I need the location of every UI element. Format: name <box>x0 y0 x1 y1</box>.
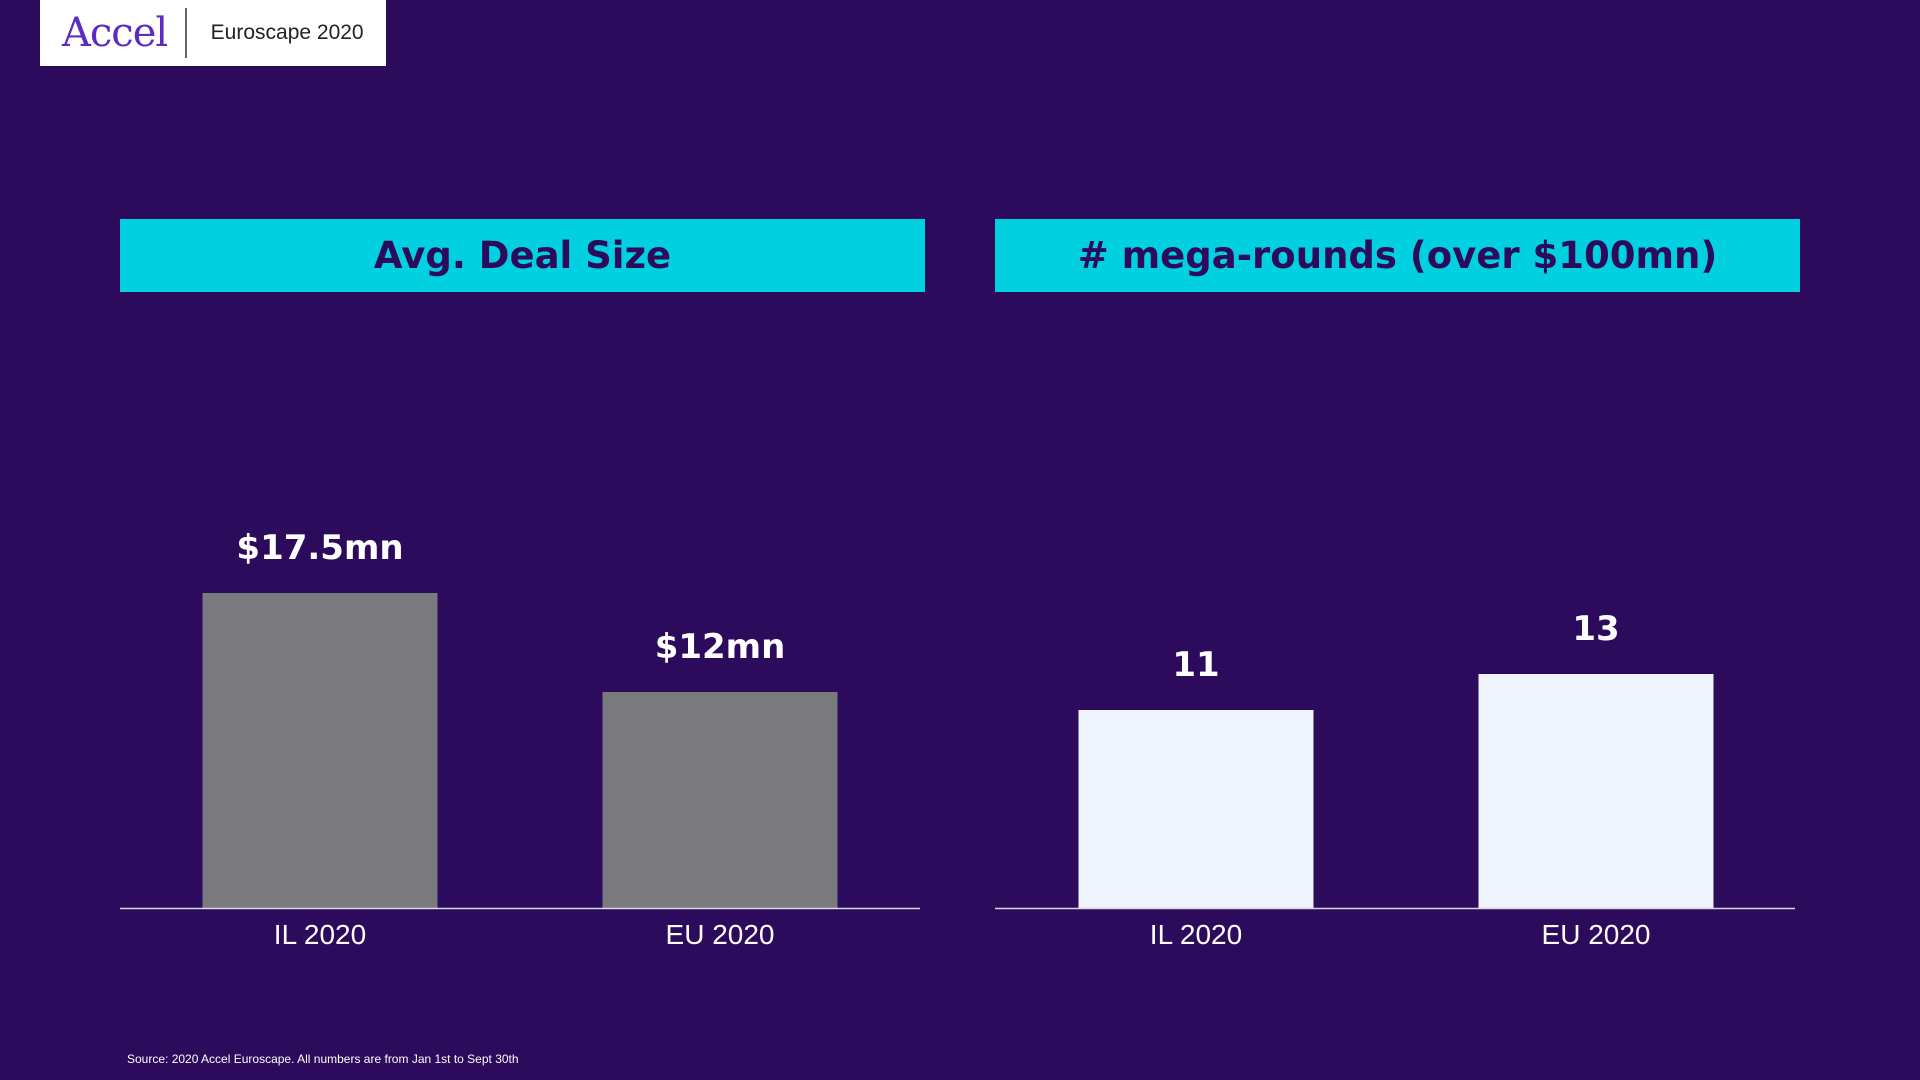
category-tick-label: EU 2020 <box>666 919 775 950</box>
category-tick-label: IL 2020 <box>1150 919 1242 950</box>
chart-title-avg-deal-size: Avg. Deal Size <box>120 219 925 292</box>
accel-logo: Accel <box>62 10 168 56</box>
bar-deal-size-eu-2020 <box>602 692 838 908</box>
source-note: Source: 2020 Accel Euroscape. All number… <box>127 1052 519 1066</box>
brand-divider <box>185 8 187 58</box>
data-label: 11 <box>1172 645 1219 685</box>
category-tick-label: EU 2020 <box>1542 919 1651 950</box>
data-label: $12mn <box>655 627 786 667</box>
bar-mega-rounds-il-2020 <box>1078 710 1314 908</box>
deck-title: Euroscape 2020 <box>210 21 364 44</box>
category-tick-label: IL 2020 <box>274 919 366 950</box>
bar-deal-size-il-2020 <box>202 593 438 908</box>
data-label: $17.5mn <box>236 528 403 568</box>
brand-header: Accel Euroscape 2020 <box>40 0 386 66</box>
data-label: 13 <box>1572 609 1619 649</box>
chart-title-mega-rounds: # mega-rounds (over $100mn) <box>995 219 1800 292</box>
bar-mega-rounds-eu-2020 <box>1478 674 1714 908</box>
